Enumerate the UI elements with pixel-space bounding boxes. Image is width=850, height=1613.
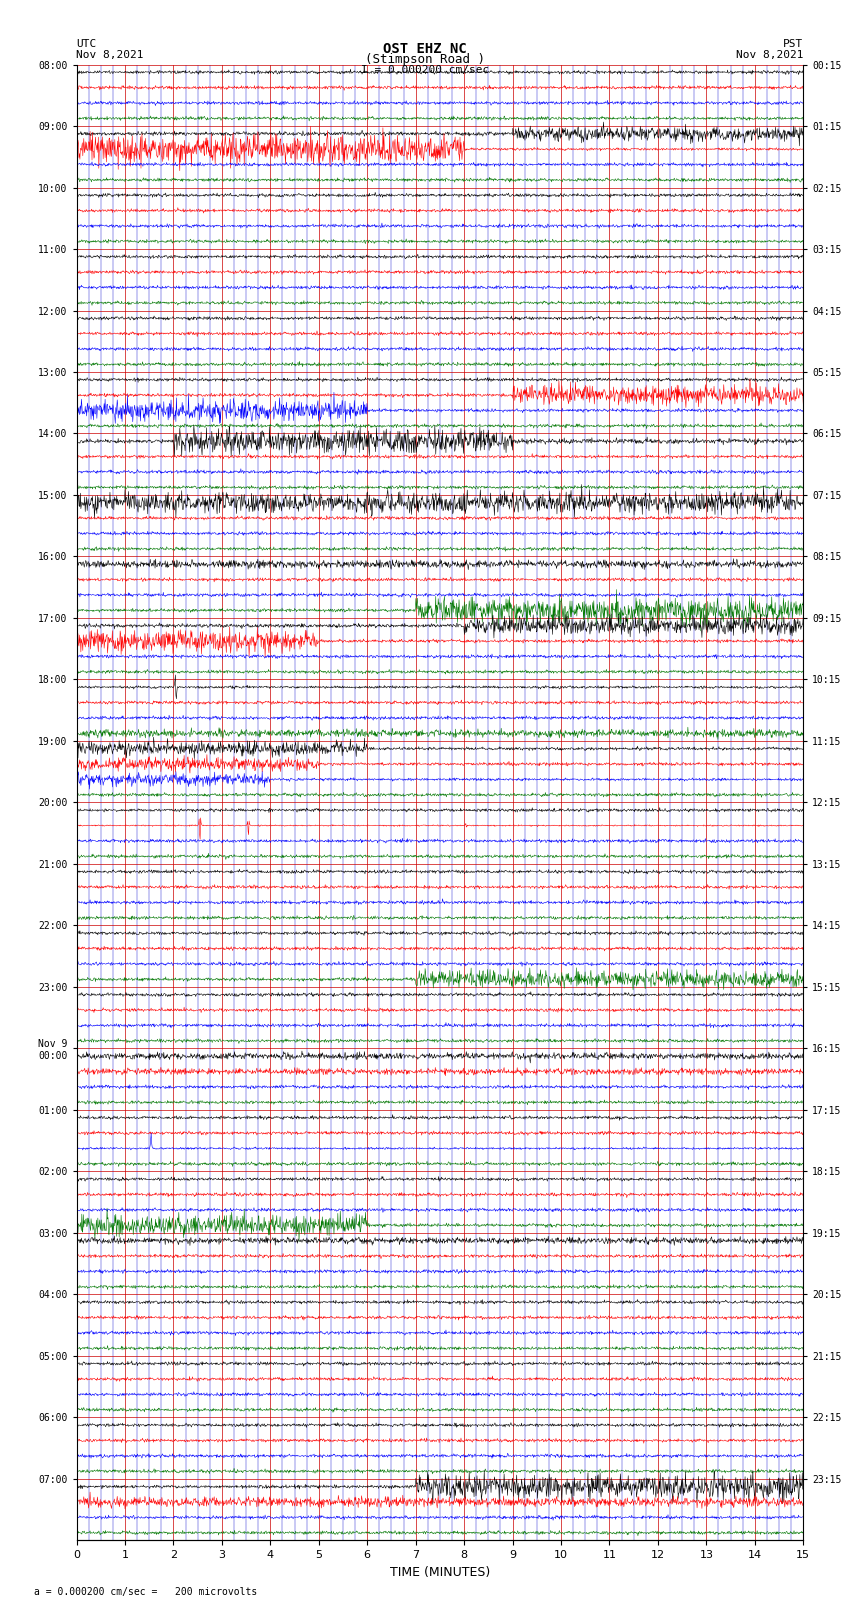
Text: PST: PST xyxy=(783,39,803,48)
Text: OST EHZ NC: OST EHZ NC xyxy=(383,42,467,56)
Text: Nov 8,2021: Nov 8,2021 xyxy=(76,50,144,60)
Text: (Stimpson Road ): (Stimpson Road ) xyxy=(365,53,485,66)
Text: Nov 8,2021: Nov 8,2021 xyxy=(736,50,803,60)
Text: I = 0.000200 cm/sec: I = 0.000200 cm/sec xyxy=(361,65,489,74)
Text: a = 0.000200 cm/sec =   200 microvolts: a = 0.000200 cm/sec = 200 microvolts xyxy=(34,1587,258,1597)
Text: UTC: UTC xyxy=(76,39,97,48)
X-axis label: TIME (MINUTES): TIME (MINUTES) xyxy=(390,1566,490,1579)
